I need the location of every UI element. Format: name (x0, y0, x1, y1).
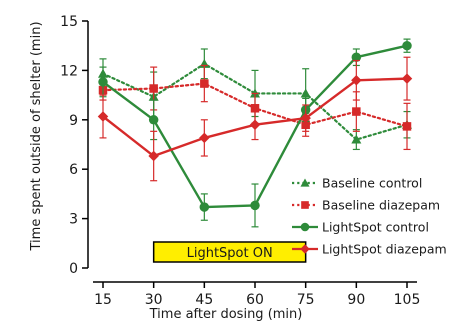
lightspot-band-label: LightSpot ON (187, 246, 273, 261)
y-axis-title: Time spent outside of shelter (min) (29, 21, 44, 251)
legend-item: LightSpot control (292, 220, 429, 235)
data-point (351, 75, 362, 86)
y-tick-label: 3 (69, 212, 78, 228)
y-tick-label: 15 (60, 14, 78, 30)
data-point (300, 112, 311, 124)
legend-label: Baseline diazepam (322, 198, 440, 213)
x-tick-label: 75 (297, 292, 315, 308)
series-layer (97, 38, 413, 228)
x-axis-title: Time after dosing (min) (149, 307, 303, 322)
data-point (402, 40, 412, 51)
data-point (148, 150, 159, 162)
x-tick-label: 30 (145, 292, 163, 308)
axes-layer: 0 3 6 9 12 15 15 30 45 60 75 90 105 (60, 14, 420, 308)
data-point (401, 73, 413, 84)
series-lightspot-control (98, 38, 412, 228)
data-point (351, 52, 362, 62)
data-point (199, 202, 210, 212)
data-point (199, 132, 210, 144)
data-point (402, 122, 412, 131)
x-tick-label: 90 (347, 292, 365, 308)
data-point (300, 88, 311, 98)
data-point (351, 134, 362, 144)
series-lightspot-diazepam (97, 56, 413, 182)
data-point (149, 84, 158, 93)
legend-swatch-marker (300, 244, 310, 254)
legend: Baseline control Baseline diazepam LightSp… (292, 176, 447, 257)
legend-swatch-marker (301, 201, 309, 209)
legend-label: LightSpot diazepam (322, 242, 447, 257)
x-tick-label: 60 (246, 292, 264, 308)
legend-item: Baseline diazepam (292, 198, 440, 213)
legend-item: Baseline control (292, 176, 422, 191)
y-tick-label: 12 (60, 63, 78, 79)
x-tick-label: 45 (195, 292, 213, 308)
y-tick-label: 0 (69, 261, 78, 277)
data-point (148, 115, 159, 125)
data-point (98, 77, 108, 87)
data-point (200, 79, 209, 88)
data-point (250, 200, 260, 211)
x-tick-label: 105 (394, 292, 421, 308)
data-point (352, 107, 361, 116)
legend-item: LightSpot diazepam (292, 242, 447, 257)
legend-swatch-marker (300, 178, 310, 187)
legend-swatch-marker (300, 222, 310, 232)
legend-label: Baseline control (322, 176, 422, 191)
legend-label: LightSpot control (322, 220, 429, 235)
lightspot-band-layer: LightSpot ON (152, 241, 307, 263)
data-point (249, 119, 261, 130)
data-point (250, 104, 260, 113)
y-tick-label: 9 (69, 113, 78, 129)
y-tick-label: 6 (69, 162, 78, 178)
data-point (97, 111, 109, 122)
x-tick-label: 15 (94, 292, 112, 308)
